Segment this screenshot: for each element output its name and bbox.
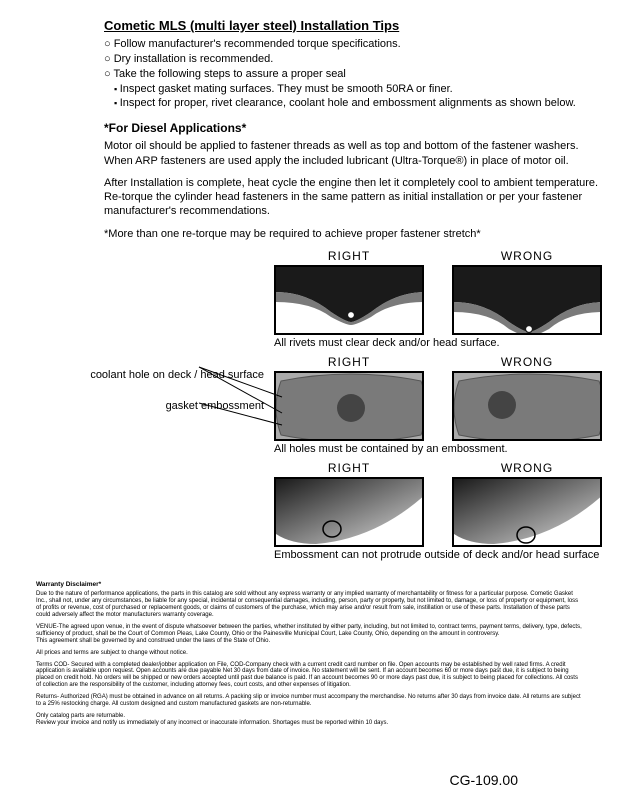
paragraph: After Installation is complete, heat cyc… [104,176,600,219]
disclaimer-para: All prices and terms are subject to chan… [36,650,582,657]
disclaimer-para: Due to the nature of performance applica… [36,591,582,619]
diagram-area: coolant hole on deck / head surface gask… [104,249,608,561]
diagram-hole-right [274,371,424,441]
diesel-heading: *For Diesel Applications* [104,121,600,135]
emboss-right-icon [276,479,424,547]
disclaimer-para: Only catalog parts are returnable.Review… [36,713,582,727]
label-right: RIGHT [274,355,424,369]
emboss-wrong-icon [454,479,602,547]
disclaimer-para: VENUE-The agreed upon venue, in the even… [36,624,582,645]
label-right: RIGHT [274,249,424,263]
warranty-disclaimer: Warranty Disclaimer* Due to the nature o… [36,581,582,727]
bullet-list: Follow manufacturer's recommended torque… [104,37,600,111]
bullet-item: Take the following steps to assure a pro… [104,67,600,82]
caption-3: Embossment can not protrude outside of d… [274,549,604,561]
rivet-wrong-icon [454,267,602,335]
caption-1: All rivets must clear deck and/or head s… [274,337,604,349]
page-title: Cometic MLS (multi layer steel) Installa… [104,18,600,33]
paragraph: *More than one re-torque may be required… [104,227,600,241]
label-wrong: WRONG [452,249,602,263]
label-right: RIGHT [274,461,424,475]
diagram-rivet-wrong [452,265,602,335]
diagram-emboss-wrong [452,477,602,547]
diagram-hole-wrong [452,371,602,441]
disclaimer-para: Terms COD- Secured with a completed deal… [36,662,582,690]
bullet-subitem: Inspect gasket mating surfaces. They mus… [104,82,600,97]
bullet-item: Dry installation is recommended. [104,52,600,67]
diagram-emboss-right [274,477,424,547]
rivet-right-icon [276,267,424,335]
bullet-subitem: Inspect for proper, rivet clearance, coo… [104,96,600,111]
diagram-row-1: RIGHT WRONG All rivets must clear deck a… [104,249,608,349]
diagram-rivet-right [274,265,424,335]
hole-wrong-icon [454,373,602,441]
paragraph: Motor oil should be applied to fastener … [104,139,600,168]
caption-2: All holes must be contained by an emboss… [274,443,604,455]
bullet-item: Follow manufacturer's recommended torque… [104,37,600,52]
label-wrong: WRONG [452,461,602,475]
page-footer-code: CG-109.00 [450,772,518,788]
diagram-row-2: RIGHT WRONG All holes must be contained … [104,355,608,455]
disclaimer-title: Warranty Disclaimer* [36,581,582,588]
disclaimer-para: Returns- Authorized (RGA) must be obtain… [36,694,582,708]
label-wrong: WRONG [452,355,602,369]
hole-right-icon [276,373,424,441]
diagram-row-3: RIGHT WRONG [104,461,608,561]
